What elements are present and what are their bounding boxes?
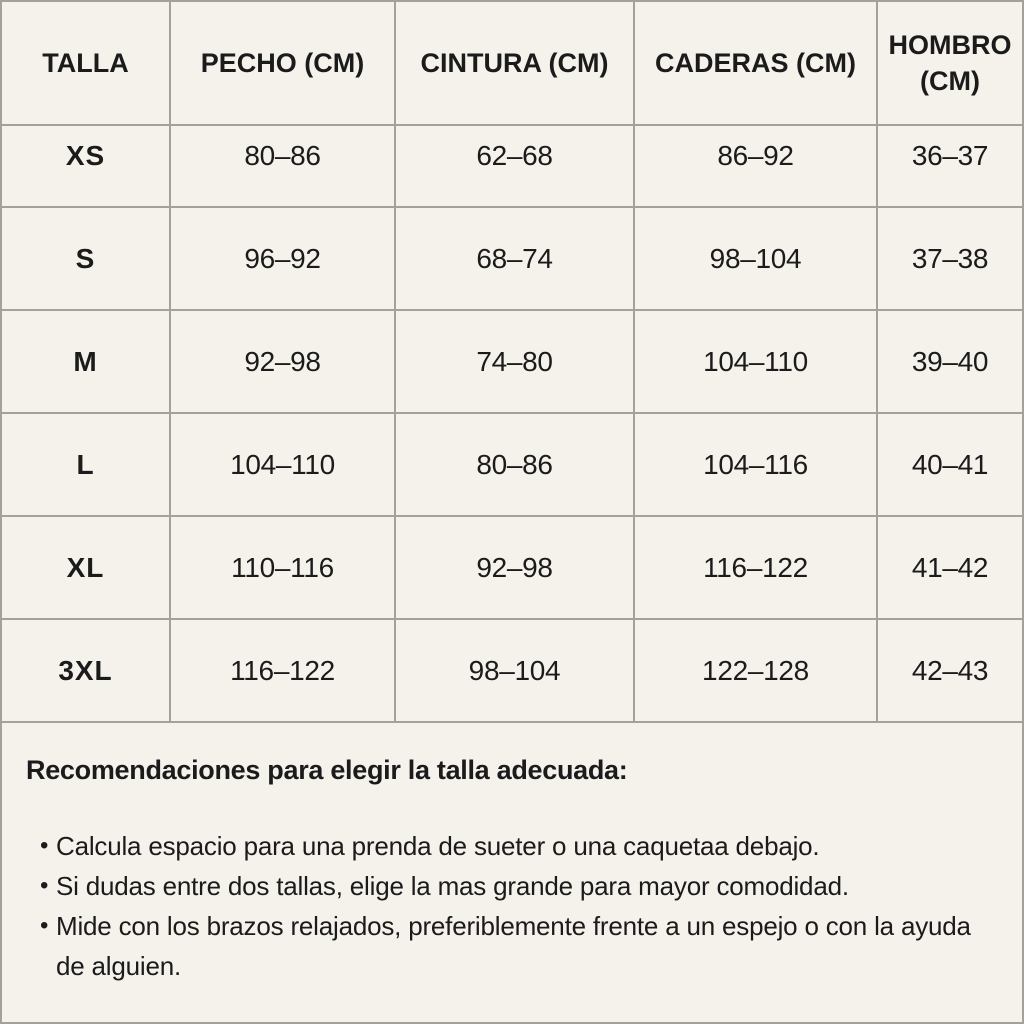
- table-cell-m-pecho: 92–98: [171, 311, 396, 414]
- size-label-3xl: 3XL: [2, 620, 171, 723]
- table-cell-xl-hombro: 41–42: [878, 517, 1022, 620]
- table-cell-xs-caderas: 86–92: [635, 105, 878, 208]
- recommendation-text: Mide con los brazos relajados, preferibl…: [56, 911, 971, 981]
- table-cell-s-hombro: 37–38: [878, 208, 1022, 311]
- size-label-xl: XL: [2, 517, 171, 620]
- recommendations-section: Recomendaciones para elegir la talla ade…: [2, 723, 1022, 1022]
- table-cell-m-cintura: 74–80: [396, 311, 635, 414]
- table-cell-3xl-hombro: 42–43: [878, 620, 1022, 723]
- table-cell-s-caderas: 98–104: [635, 208, 878, 311]
- table-cell-l-caderas: 104–116: [635, 414, 878, 517]
- table-cell-l-hombro: 40–41: [878, 414, 1022, 517]
- table-cell-xl-caderas: 116–122: [635, 517, 878, 620]
- size-label-l: L: [2, 414, 171, 517]
- table-cell-xs-hombro: 36–37: [878, 105, 1022, 208]
- bullet-icon: •: [40, 832, 49, 859]
- table-cell-s-cintura: 68–74: [396, 208, 635, 311]
- list-item: • Calcula espacio para una prenda de sue…: [26, 826, 986, 866]
- table-cell-m-hombro: 39–40: [878, 311, 1022, 414]
- bullet-icon: •: [40, 912, 49, 939]
- recommendation-text: Si dudas entre dos tallas, elige la mas …: [56, 871, 849, 901]
- table-cell-3xl-caderas: 122–128: [635, 620, 878, 723]
- column-header-hombro: HOMBRO (CM): [878, 2, 1022, 126]
- table-cell-xs-cintura: 62–68: [396, 105, 635, 208]
- size-label-s: S: [2, 208, 171, 311]
- column-header-caderas: CADERAS (CM): [635, 2, 878, 126]
- recommendation-text: Calcula espacio para una prenda de suete…: [56, 831, 820, 861]
- table-cell-xs-pecho: 80–86: [171, 105, 396, 208]
- table-cell-3xl-cintura: 98–104: [396, 620, 635, 723]
- table-cell-l-pecho: 104–110: [171, 414, 396, 517]
- size-label-m: M: [2, 311, 171, 414]
- size-label-xs: XS: [2, 105, 171, 208]
- bullet-icon: •: [40, 872, 49, 899]
- table-cell-m-caderas: 104–110: [635, 311, 878, 414]
- column-header-cintura: CINTURA (CM): [396, 2, 635, 126]
- recommendations-title: Recomendaciones para elegir la talla ade…: [26, 755, 628, 785]
- table-cell-xl-pecho: 110–116: [171, 517, 396, 620]
- list-item: • Mide con los brazos relajados, preferi…: [26, 906, 986, 986]
- table-cell-s-pecho: 96–92: [171, 208, 396, 311]
- size-table: TALLA PECHO (CM) CINTURA (CM) CADERAS (C…: [2, 2, 1022, 723]
- table-cell-l-cintura: 80–86: [396, 414, 635, 517]
- column-header-talla: TALLA: [2, 2, 171, 126]
- table-cell-xl-cintura: 92–98: [396, 517, 635, 620]
- table-cell-3xl-pecho: 116–122: [171, 620, 396, 723]
- list-item: • Si dudas entre dos tallas, elige la ma…: [26, 866, 986, 906]
- column-header-pecho: PECHO (CM): [171, 2, 396, 126]
